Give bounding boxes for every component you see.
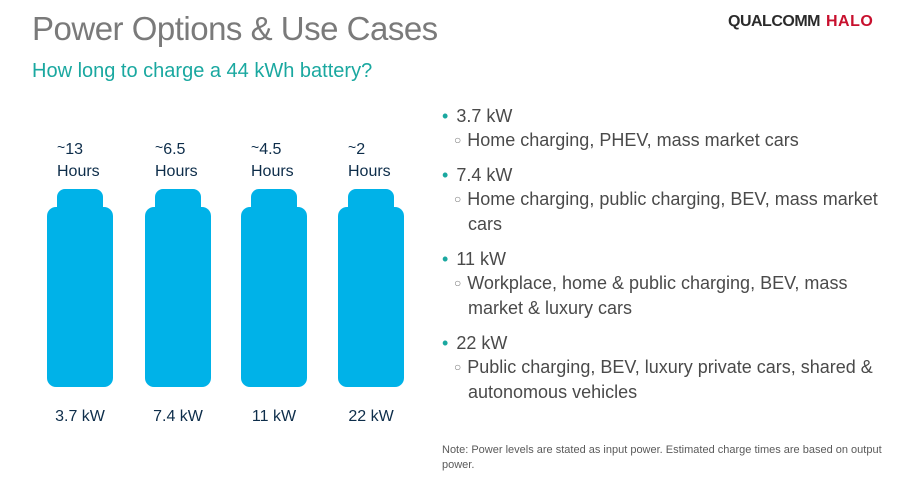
battery-group: ~6.5 Hours 7.4 kW xyxy=(145,136,211,425)
page-title: Power Options & Use Cases xyxy=(32,10,438,47)
battery-icon xyxy=(145,189,211,389)
bullet-icon: • xyxy=(442,249,449,269)
battery-icon xyxy=(47,189,113,389)
charge-time-unit: Hours xyxy=(348,163,391,180)
power-level-label: 22 kW xyxy=(456,333,508,353)
battery-group: ~13 Hours 3.7 kW xyxy=(47,136,113,425)
sub-bullet-icon: ○ xyxy=(454,360,462,374)
list-item: • 22 kW ○ Public charging, BEV, luxury pri… xyxy=(442,331,902,405)
battery-power-label: 11 kW xyxy=(251,408,297,425)
logo-halo-text: HALO xyxy=(825,13,874,30)
page-subtitle: How long to charge a 44 kWh battery? xyxy=(32,60,373,82)
battery-icon xyxy=(338,189,404,389)
battery-icon xyxy=(241,189,307,389)
use-case-text: Home charging, public charging, BEV, mas… xyxy=(467,189,878,234)
battery-group: ~2 Hours 22 kW xyxy=(338,136,404,425)
charge-time-unit: Hours xyxy=(155,163,198,180)
bullet-icon: • xyxy=(442,165,449,185)
charge-time-label: ~13 Hours xyxy=(57,139,100,180)
list-item: • 7.4 kW ○ Home charging, public charging,… xyxy=(442,163,902,237)
sub-bullet-icon: ○ xyxy=(454,276,462,290)
bullet-icon: • xyxy=(442,106,449,126)
charge-time-value: 4.5 xyxy=(259,141,282,158)
charge-time-unit: Hours xyxy=(57,163,100,180)
list-item: • 11 kW ○ Workplace, home & public chargin… xyxy=(442,247,902,321)
charge-time-value: 2 xyxy=(356,141,366,158)
battery-power-label: 7.4 kW xyxy=(153,408,203,425)
power-level-label: 3.7 kW xyxy=(456,106,513,126)
charge-time-unit: Hours xyxy=(251,163,294,180)
qualcomm-halo-logo: QUALCOMM HALO xyxy=(728,8,873,36)
use-case-text: Home charging, PHEV, mass market cars xyxy=(467,130,799,150)
battery-power-label: 22 kW xyxy=(348,408,394,425)
charge-time-value: 13 xyxy=(65,141,83,158)
charge-time-label: ~2 Hours xyxy=(348,139,391,180)
battery-power-label: 3.7 kW xyxy=(55,408,105,425)
bullet-icon: • xyxy=(442,333,449,353)
battery-group: ~4.5 Hours 11 kW xyxy=(241,136,307,425)
use-case-text: Public charging, BEV, luxury private car… xyxy=(467,357,873,402)
charge-time-value: 6.5 xyxy=(163,141,186,158)
sub-bullet-icon: ○ xyxy=(454,133,462,147)
use-case-list: • 3.7 kW ○ Home charging, PHEV, mass marke… xyxy=(442,104,902,415)
logo-qualcomm-text: QUALCOMM xyxy=(728,13,820,30)
sub-bullet-icon: ○ xyxy=(454,192,462,206)
charge-time-label: ~4.5 Hours xyxy=(251,139,294,180)
footnote: Note: Power levels are stated as input p… xyxy=(442,444,882,471)
charge-time-label: ~6.5 Hours xyxy=(155,139,198,180)
power-level-label: 7.4 kW xyxy=(456,165,513,185)
use-case-text: Workplace, home & public charging, BEV, … xyxy=(467,273,848,318)
list-item: • 3.7 kW ○ Home charging, PHEV, mass marke… xyxy=(442,104,902,153)
power-level-label: 11 kW xyxy=(456,249,506,269)
